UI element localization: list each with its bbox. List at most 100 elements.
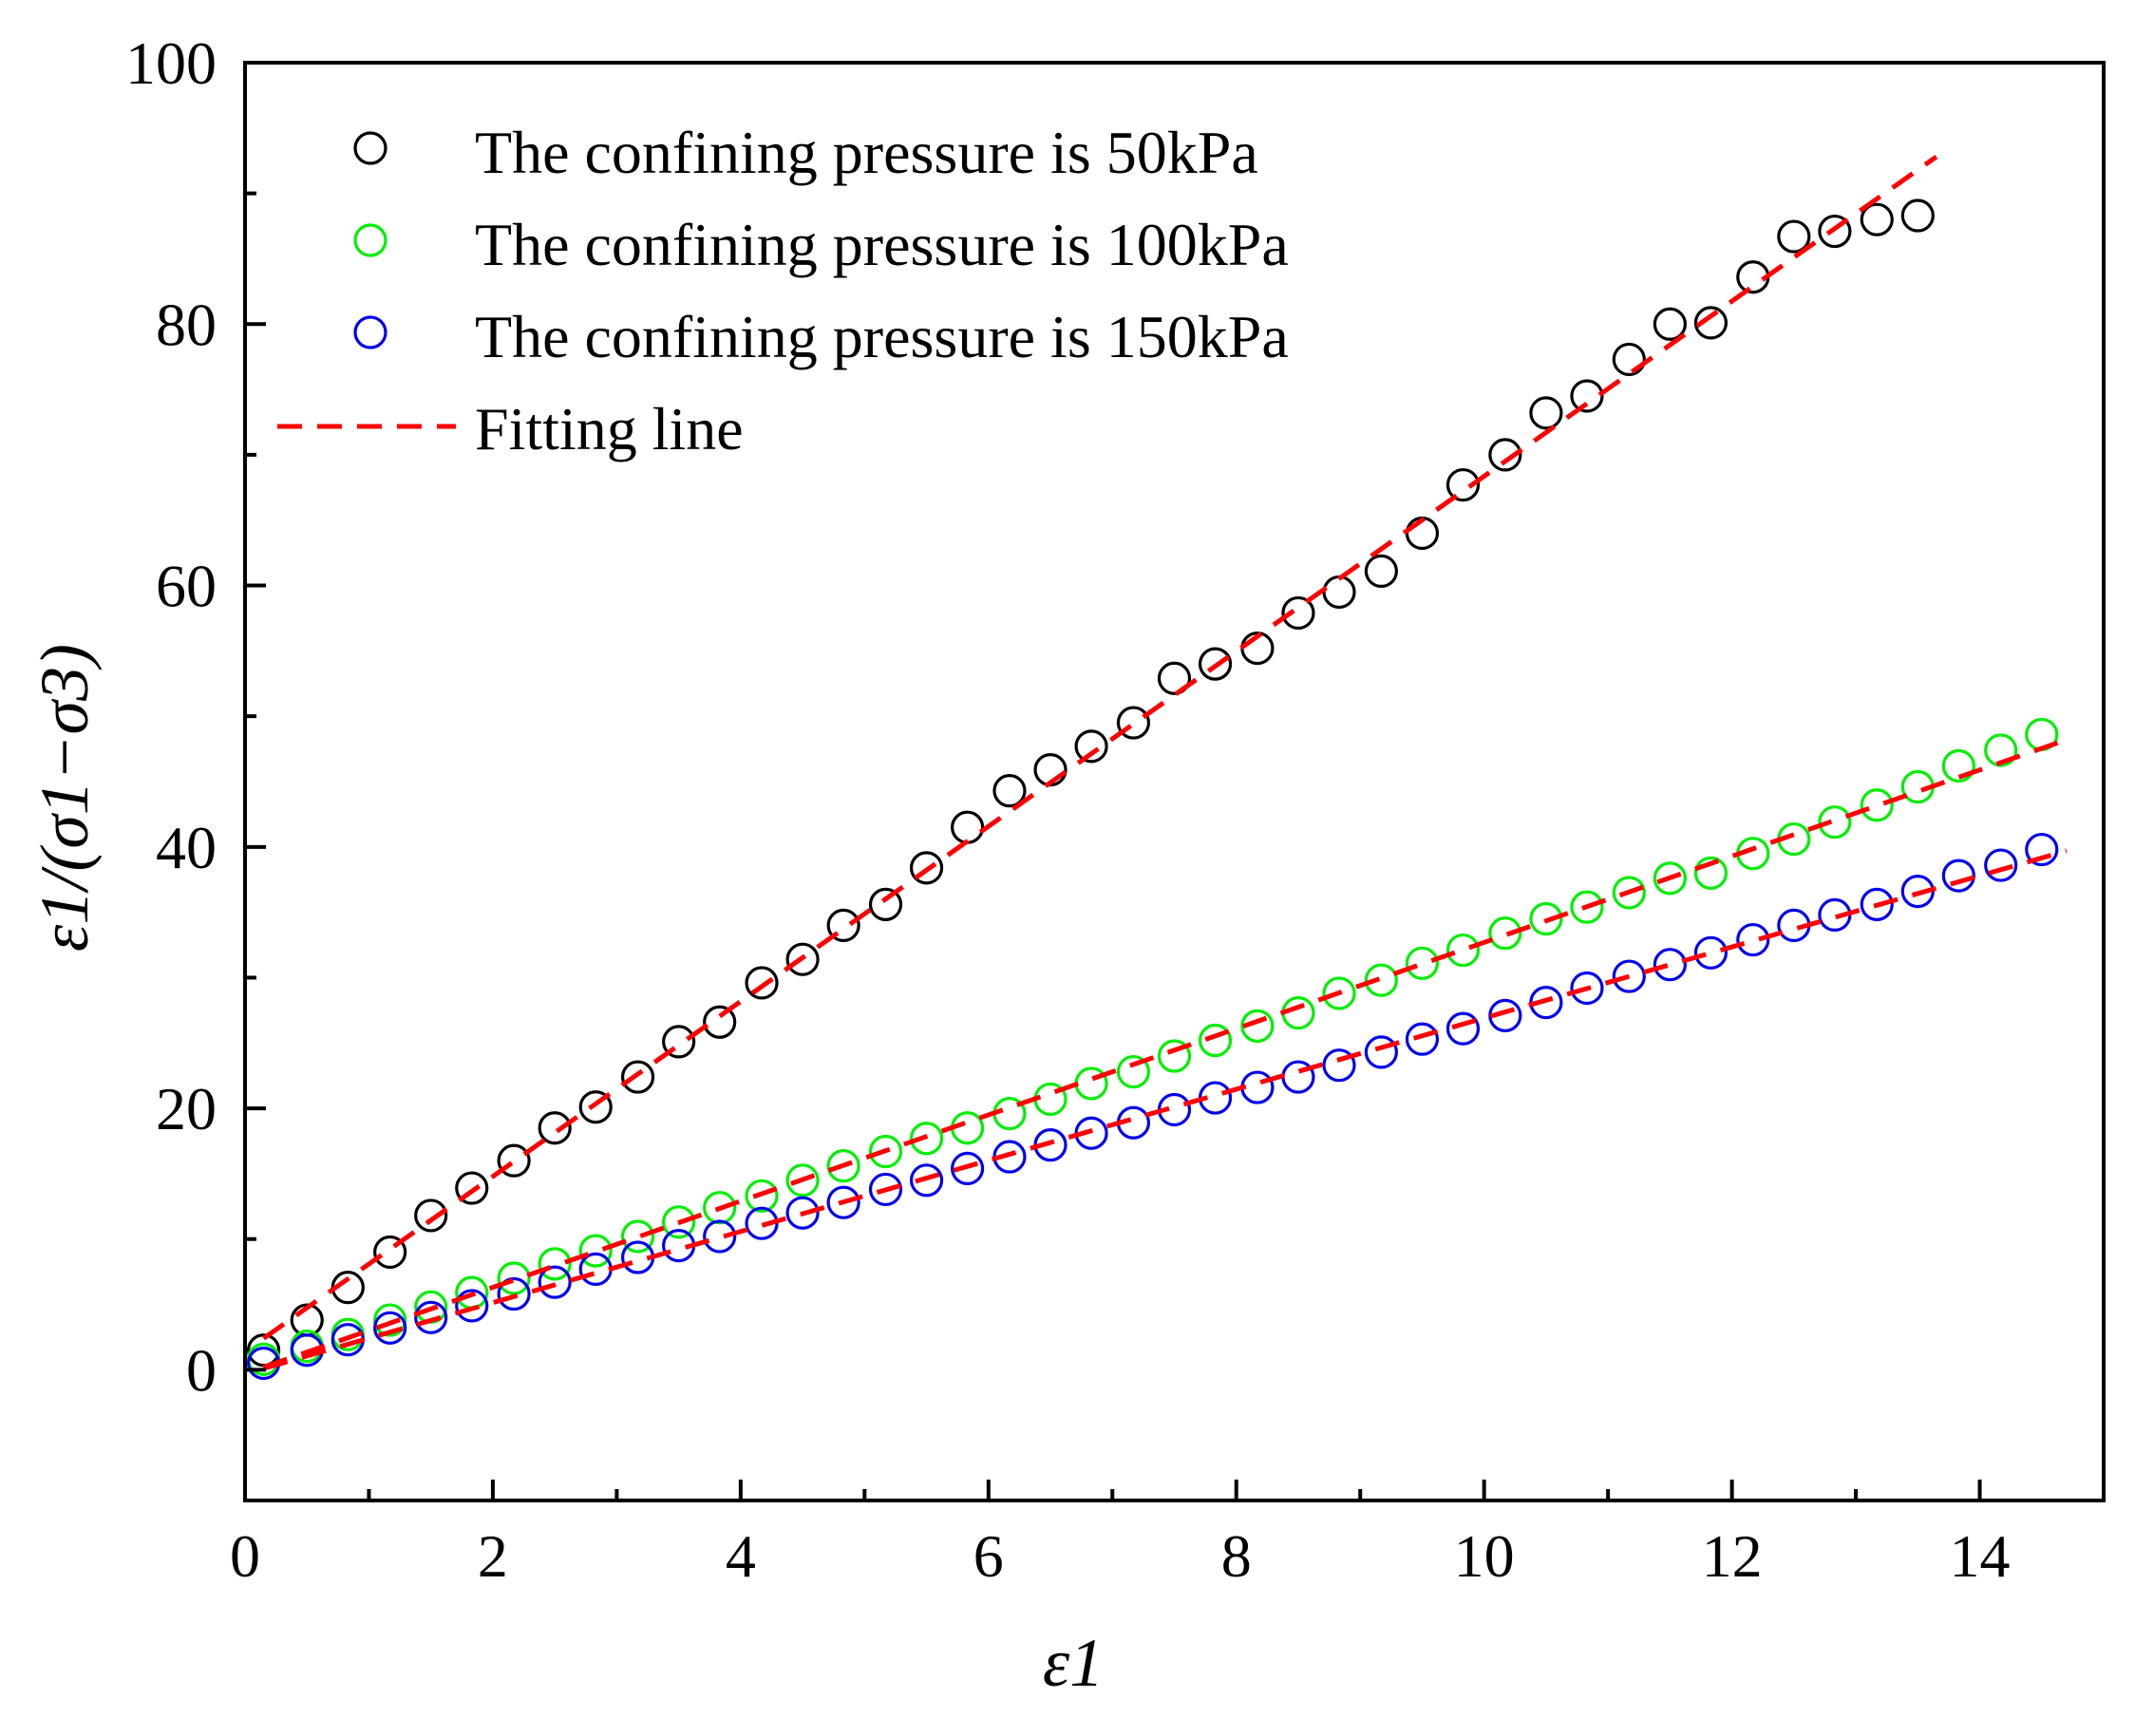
data-point-series-1 [785,942,820,976]
data-point-series-2 [373,1303,407,1337]
data-point-series-3 [538,1265,572,1299]
data-point-series-2 [1818,805,1852,840]
data-point-series-3 [1860,887,1894,921]
data-point-series-1 [1488,438,1522,472]
data-point-series-1 [373,1235,407,1270]
data-point-series-1 [1900,198,1935,233]
data-point-series-3 [868,1172,903,1207]
legend-label: The confining pressure is 150kPa [475,303,1289,370]
data-point-series-1 [1693,306,1729,340]
data-point-series-1 [1777,219,1811,254]
data-point-series-3 [1240,1070,1275,1104]
data-point-series-2 [1860,788,1894,822]
y-tick-label: 40 [156,814,217,881]
data-point-series-2 [868,1134,903,1169]
data-point-series-3 [497,1276,531,1311]
data-point-series-1 [1818,214,1852,249]
data-point-series-1 [826,908,860,943]
x-axis-title: ε1 [1043,1625,1104,1701]
legend-label: The confining pressure is 50kPa [475,119,1258,186]
data-point-series-2 [1570,890,1604,924]
y-tick-label: 20 [156,1075,217,1142]
x-tick-label: 12 [1702,1522,1763,1590]
data-point-series-3 [1941,859,1975,893]
data-point-series-2 [1941,748,1975,783]
x-tick-label: 14 [1950,1522,2011,1590]
data-point-series-1 [1116,706,1151,740]
data-point-series-2 [1612,876,1646,910]
data-point-series-3 [455,1289,489,1323]
data-point-series-1 [703,1005,737,1039]
data-point-series-3 [1736,922,1770,957]
data-point-series-2 [1529,901,1563,936]
data-point-series-2 [1116,1054,1151,1089]
x-tick-label: 6 [973,1522,1004,1590]
data-point-series-2 [703,1191,737,1225]
data-point-series-1 [1198,647,1233,681]
legend-label: The confining pressure is 100kPa [475,211,1289,278]
data-point-series-2 [1445,933,1481,968]
data-point-series-1 [1860,202,1894,236]
data-point-series-2 [1198,1023,1233,1058]
x-tick-label: 2 [478,1522,508,1590]
data-point-series-1 [538,1111,572,1145]
data-point-series-3 [1570,971,1604,1006]
data-point-series-2 [785,1163,820,1198]
y-axis-title-text: ε1/(σ1−σ3) [27,644,103,952]
data-point-series-1 [1074,729,1108,764]
data-point-series-3 [909,1163,944,1198]
data-point-series-2 [1074,1066,1108,1101]
data-point-series-1 [620,1060,655,1094]
x-tick-label: 8 [1221,1522,1252,1590]
data-point-series-3 [703,1219,737,1254]
data-point-series-1 [1157,661,1192,695]
data-point-series-1 [1322,575,1356,610]
y-tick-label: 60 [156,553,217,620]
data-point-series-1 [868,887,903,921]
data-point-series-2 [1984,733,2018,767]
data-point-series-2 [1405,946,1440,980]
data-point-series-2 [578,1234,613,1268]
data-point-series-1 [414,1198,448,1233]
data-point-series-2 [1322,976,1356,1010]
data-point-series-2 [1488,916,1522,951]
data-point-series-3 [1364,1035,1398,1069]
legend-label: Fitting line [475,395,744,462]
data-point-series-1 [1529,396,1563,430]
data-point-series-3 [414,1300,448,1334]
data-point-series-3 [1653,948,1687,982]
data-point-series-3 [826,1185,860,1219]
y-tick-label: 100 [125,29,217,97]
data-point-series-3 [578,1252,613,1286]
data-point-series-2 [662,1205,696,1239]
legend-swatch-series-1 [353,131,387,165]
data-point-series-3 [2025,832,2059,867]
data-point-series-3 [373,1311,407,1345]
data-point-series-2 [745,1179,779,1213]
data-point-series-1 [1653,307,1687,341]
legend: The confining pressure is 50kPa The confi… [277,119,1289,462]
data-point-series-3 [1445,1011,1481,1046]
data-point-series-2 [538,1247,572,1281]
data-point-series-2 [497,1261,531,1295]
data-layer [246,155,2068,1381]
x-tick-label: 0 [230,1522,260,1590]
y-tick-label: 0 [186,1336,217,1404]
data-point-series-3 [951,1151,985,1186]
data-point-series-1 [909,851,944,885]
data-point-series-1 [1570,379,1604,413]
data-point-series-2 [1364,963,1398,997]
y-axis-title: ε1/(σ1−σ3) [27,644,103,952]
data-point-series-3 [785,1196,820,1230]
data-point-series-2 [1240,1009,1275,1043]
data-point-series-2 [620,1219,655,1254]
data-point-series-1 [455,1171,489,1205]
fitting-line [262,737,2068,1369]
data-point-series-1 [1612,342,1646,377]
data-point-series-2 [909,1122,944,1156]
data-point-series-2 [1157,1039,1192,1073]
data-point-series-1 [992,774,1027,808]
x-axis-title-text: ε1 [1043,1625,1104,1701]
data-point-series-3 [1488,998,1522,1032]
